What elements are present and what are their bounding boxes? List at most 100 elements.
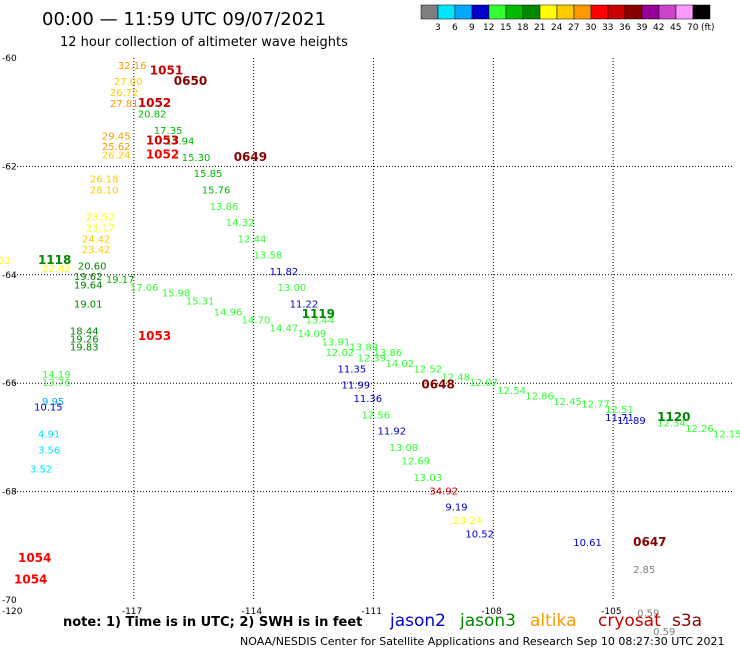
wave-height-value: 23.52 [86, 213, 115, 224]
wave-height-value: 13.89 [350, 343, 379, 354]
wave-height-value: 22.42 [42, 264, 71, 275]
color-scale-level: 21 [534, 23, 545, 33]
wave-height-value: 10.52 [465, 530, 494, 541]
wave-height-value: 11.35 [338, 364, 367, 375]
wave-height-value: 12.56 [362, 410, 391, 421]
color-scale-swatch [505, 4, 524, 20]
wave-height-value: 0.59 [637, 608, 659, 619]
color-scale-legend: 3 6 9 12 15 18 21 24 27 30 33 36 39 42 45 70 (ft) [420, 4, 715, 33]
wave-height-value: 15.30 [182, 153, 211, 164]
color-scale-swatch [539, 4, 558, 20]
chart-title: 00:00 — 11:59 UTC 09/07/2021 [42, 9, 326, 30]
color-scale-swatch [437, 4, 456, 20]
wave-height-value: 15.31 [186, 297, 215, 308]
wave-height-value: 14.02 [385, 359, 414, 370]
color-scale-level: 33 [602, 23, 613, 33]
color-scale-level: 18 [517, 23, 529, 33]
wave-height-value: 12.45 [553, 397, 582, 408]
wave-height-value: 12.07 [469, 378, 498, 389]
x-tick-label: -117 [122, 607, 142, 617]
color-scale-level: 12 [483, 23, 494, 33]
wave-height-value: 12.51 [605, 405, 634, 416]
color-scale-level: 39 [636, 23, 648, 33]
wave-height-value: 12.34 [657, 419, 686, 430]
wave-height-value: 19.01 [74, 299, 103, 310]
wave-height-value: 11.22 [290, 299, 319, 310]
wave-height-value: 12.77 [581, 400, 610, 411]
wave-height-value: 32.16 [118, 61, 147, 72]
wave-height-value: 11.99 [342, 381, 371, 392]
wave-height-value: 14.96 [214, 307, 243, 318]
wave-height-value: 12.39 [358, 354, 387, 365]
color-scale-level: 36 [619, 23, 631, 33]
wave-height-value: 13.00 [278, 283, 307, 294]
wave-height-value: 10.15 [34, 402, 63, 413]
y-tick-label: -66 [2, 379, 17, 389]
chart-subtitle: 12 hour collection of altimeter wave hei… [60, 35, 348, 50]
wave-height-value: 24.42 [82, 234, 111, 245]
wave-height-value: 11.92 [377, 427, 406, 438]
wave-height-value: 12.69 [401, 457, 430, 468]
wave-height-value: 9.95 [42, 397, 64, 408]
color-scale-swatch [522, 4, 541, 20]
wave-height-value: 11.71 [605, 413, 634, 424]
wave-height-value: 28.10 [90, 186, 119, 197]
x-tick-label: -108 [481, 607, 502, 617]
color-scale-swatch [420, 4, 439, 20]
wave-height-value: 29.45 [102, 131, 131, 142]
wave-height-value: 14.47 [270, 324, 299, 335]
wave-height-value: 11.36 [354, 394, 383, 405]
wave-height-value: 4.91 [38, 429, 60, 440]
color-scale-level: 24 [551, 23, 563, 33]
wave-height-value: 10.61 [573, 538, 602, 549]
wave-height-value: 9.19 [445, 503, 467, 514]
y-tick-label: -64 [2, 271, 17, 281]
wave-height-value: 23.02 [0, 256, 11, 267]
wave-height-value: 12.48 [441, 372, 470, 383]
pass-time-label: 0648 [421, 378, 454, 392]
wave-height-value: 13.91 [322, 337, 351, 348]
wave-height-value: 19.83 [70, 343, 99, 354]
wave-height-value: 17.35 [154, 126, 183, 137]
color-scale-swatch [590, 4, 609, 20]
pass-time-label: 1051 [150, 63, 183, 77]
wave-height-value: 25.62 [102, 142, 131, 153]
pass-time-label: 1053 [146, 134, 179, 148]
color-scale-swatch [624, 4, 643, 20]
y-tick-label: -60 [2, 54, 17, 64]
wave-height-value: 14.19 [42, 370, 71, 381]
color-scale-unit: (ft) [701, 23, 715, 33]
wave-height-value: 11.89 [617, 416, 646, 427]
color-scale-level: 42 [653, 23, 664, 33]
wave-height-value: 23.17 [86, 223, 115, 234]
wave-height-value: 20.82 [138, 110, 167, 121]
wave-height-value: 23.24 [453, 516, 482, 527]
satellite-legend-jason3: jason3 [459, 611, 516, 631]
wave-height-value: 18.44 [70, 326, 99, 337]
y-tick-label: -62 [2, 162, 17, 172]
wave-height-value: 14.32 [226, 218, 255, 229]
color-scale-swatch [556, 4, 575, 20]
wave-height-value: 19.64 [74, 280, 103, 291]
color-scale-level: 3 [435, 23, 441, 33]
satellite-legend: jason2 jason3 altika cryosat s3a [389, 611, 702, 631]
wave-height-value: 20.60 [78, 261, 107, 272]
pass-time-label: 0650 [174, 74, 207, 88]
color-scale-level: 9 [469, 23, 475, 33]
y-tick-label: -68 [2, 488, 17, 498]
wave-height-value: 26.18 [90, 175, 119, 186]
color-scale-swatch [471, 4, 490, 20]
wave-height-value: 19.62 [74, 272, 103, 283]
color-scale-level: 6 [452, 23, 458, 33]
wave-height-value: 15.85 [194, 169, 223, 180]
color-scale-swatch [658, 4, 677, 20]
wave-height-value: 19.17 [106, 275, 135, 286]
pass-time-label: 1052 [146, 147, 179, 161]
satellite-legend-s3a: s3a [672, 611, 702, 631]
color-scale-swatch [607, 4, 626, 20]
wave-height-value: 12.44 [238, 234, 267, 245]
wave-height-value: 13.03 [413, 473, 442, 484]
wave-height-value: 12.02 [326, 348, 355, 359]
